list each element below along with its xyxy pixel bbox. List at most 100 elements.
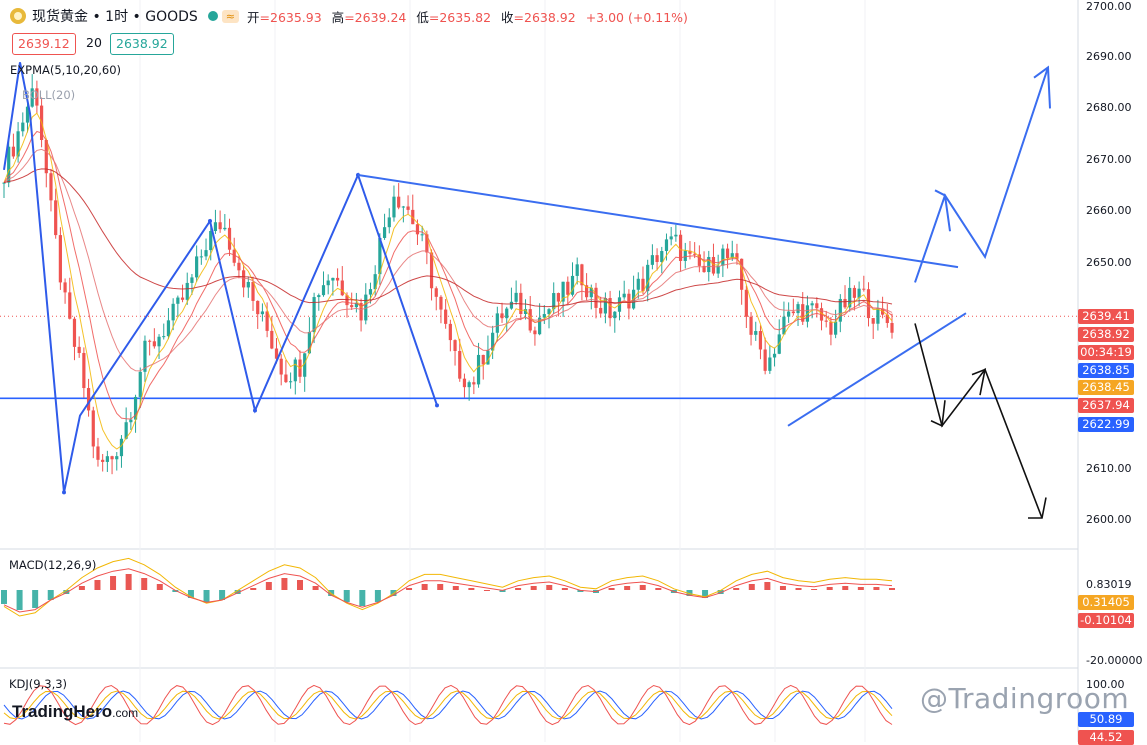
candle-body (68, 292, 72, 319)
candle-body (335, 277, 340, 281)
macd-tag: 0.31405 (1078, 595, 1134, 610)
price-tick: 2610.00 (1086, 462, 1132, 475)
macd-bar (406, 588, 413, 590)
candle-body (86, 388, 91, 411)
macd-legend[interactable]: MACD(12,26,9) (9, 558, 97, 572)
candle-body (486, 350, 490, 365)
macd-bar (842, 586, 849, 590)
macd-bar (359, 590, 366, 606)
candle-body (289, 381, 293, 383)
candle-body (190, 277, 194, 283)
price-tag: 2638.85 (1078, 363, 1134, 378)
macd-dif-line (3, 557, 893, 617)
kdj-legend[interactable]: KDJ(9,3,3) (9, 677, 68, 691)
candle-body (707, 256, 711, 273)
candle-body (885, 314, 889, 324)
macd-bar (203, 590, 210, 602)
candle-body (162, 336, 166, 338)
kdj-tick: 100.00 (1086, 678, 1125, 691)
candle-body (603, 298, 607, 314)
candle-body (204, 250, 208, 257)
macd-bar (468, 588, 475, 590)
candle-body (317, 295, 321, 298)
candle-body (30, 88, 34, 107)
price-tick: 2680.00 (1086, 101, 1132, 114)
macd-tick: 0.83019 (1086, 578, 1132, 591)
candle-body (613, 311, 617, 319)
candle-body (725, 248, 730, 259)
candle-body (650, 255, 654, 265)
expma-legend[interactable]: EXPMA(5,10,20,60) (10, 63, 122, 77)
candle-body (599, 307, 603, 314)
price-tick: 2690.00 (1086, 50, 1132, 63)
candle-body (791, 311, 795, 314)
buy-price-button[interactable]: 2638.92 (110, 33, 174, 55)
candle-body (368, 289, 373, 295)
candle-body (82, 352, 86, 389)
candle-body (152, 341, 156, 347)
candle-body (11, 146, 15, 157)
candle-body (397, 196, 401, 208)
candle-body (119, 438, 124, 457)
candle-body (866, 289, 871, 319)
candle-body (566, 281, 570, 295)
candle-body (641, 278, 645, 292)
candle-body (434, 288, 438, 297)
candle-body (458, 351, 462, 379)
candle-body (25, 106, 30, 123)
change-value: +3.00 (+0.11%) (585, 9, 688, 25)
macd-bar (437, 584, 444, 590)
candle-body (274, 348, 279, 359)
sell-price-button[interactable]: 2639.12 (12, 33, 76, 55)
candle-body (514, 292, 518, 302)
macd-bar (608, 588, 615, 590)
candle-body (49, 173, 53, 201)
macd-bar (297, 580, 303, 590)
candle-body (58, 235, 62, 283)
candle-body (763, 349, 767, 371)
macd-bar (312, 586, 319, 590)
kdj-tag: 50.89 (1078, 712, 1134, 727)
wave-badge[interactable]: ≈ (221, 9, 239, 23)
symbol-title[interactable]: 现货黄金 • 1时 • GOODS (32, 9, 198, 25)
candle-body (2, 182, 6, 184)
candle-body (693, 253, 697, 255)
candle-body (810, 303, 814, 306)
symbol-header: 现货黄金 • 1时 • GOODS ≈ 开=2635.93 高=2639.24 … (10, 6, 688, 26)
candle-body (589, 287, 593, 298)
candle-body (373, 274, 377, 290)
candle-body (279, 358, 283, 375)
price-tick: 2700.00 (1086, 0, 1132, 13)
candle-body (415, 224, 420, 235)
pivot-marker (435, 403, 439, 408)
candle-body (622, 293, 626, 298)
arrow-head (1033, 65, 1051, 109)
candle-body (406, 206, 410, 210)
candle-body (129, 419, 133, 423)
candle-body (293, 359, 297, 382)
candle-body (256, 300, 260, 315)
candle-body (242, 270, 246, 288)
candle-body (711, 256, 716, 274)
price-tick: 2670.00 (1086, 153, 1132, 166)
macd-bar (639, 585, 646, 590)
candle-body (77, 346, 81, 353)
candle-body (829, 321, 833, 335)
macd-bar (483, 590, 490, 591)
candle-body (270, 330, 274, 349)
candle-body (359, 302, 363, 321)
candle-body (54, 200, 58, 236)
macd-bar (265, 582, 272, 590)
wave-zigzag (3, 62, 438, 493)
candle-body (768, 357, 772, 371)
boll-legend[interactable]: BOLL(20) (22, 88, 76, 102)
candle-body (44, 140, 48, 174)
candle-body (420, 234, 424, 236)
pivot-marker (208, 219, 212, 224)
candle-body (735, 253, 739, 259)
candle-body (462, 378, 467, 388)
macd-bar (125, 574, 132, 590)
macd-bar (47, 590, 54, 600)
